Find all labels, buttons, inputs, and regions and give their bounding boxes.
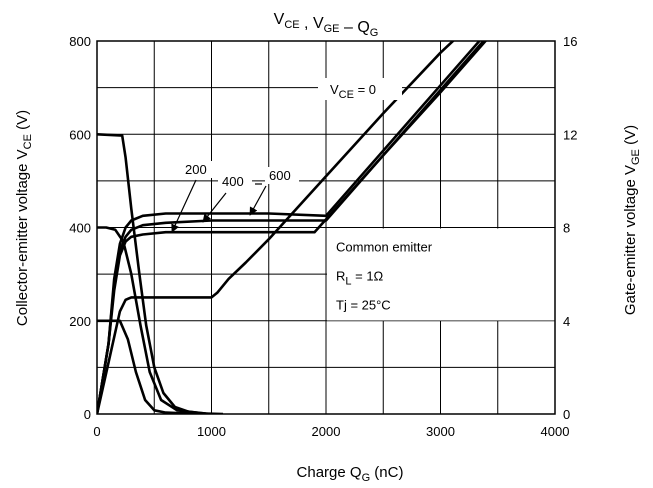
x-tick-label-3: 3000 [426, 424, 455, 439]
series-left-600-2 [97, 133, 224, 414]
legend-line-2: Tj = 25°C [336, 298, 391, 313]
vce-label-600: 600 [269, 168, 291, 183]
y-left-axis-ticks: 0 200 400 600 800 [69, 34, 91, 422]
plot-frame [96, 40, 556, 415]
y-left-tick-label-0: 0 [84, 407, 91, 422]
y-right-tick-label-1: 4 [563, 314, 570, 329]
y-left-tick-label-3: 600 [69, 127, 91, 142]
vce-arrow-600 [249, 185, 267, 216]
y-right-tick-label-4: 16 [563, 34, 577, 49]
vce-arrow-400 [202, 192, 227, 223]
x-axis-label: Charge QG (nC) [297, 464, 404, 484]
y-left-axis-label: Collector-emitter voltage VCE (V) [14, 110, 34, 326]
annotations: VCE = 0 200 400 600 [171, 78, 402, 233]
x-tick-label-0: 0 [93, 424, 100, 439]
vce-label-bg-600 [265, 167, 299, 184]
legend-line-1: RL = 1Ω [336, 269, 384, 288]
legend-line-0: Common emitter [336, 240, 433, 255]
vce-label-200: 200 [185, 162, 207, 177]
vce-label-400: 400 [222, 174, 244, 189]
vce-arrow-200 [171, 179, 197, 233]
y-left-tick-label-4: 800 [69, 34, 91, 49]
y-right-tick-label-0: 0 [563, 407, 570, 422]
series-group [97, 41, 488, 414]
series-right-600-6 [97, 41, 482, 414]
x-tick-label-4: 4000 [541, 424, 570, 439]
y-left-tick-label-1: 200 [69, 314, 91, 329]
vce-label-bg-400 [218, 173, 252, 190]
y-right-tick-label-3: 12 [563, 127, 577, 142]
legend-box [327, 228, 557, 321]
y-right-tick-label-2: 8 [563, 221, 570, 236]
y-left-tick-label-2: 400 [69, 221, 91, 236]
x-tick-label-1: 1000 [197, 424, 226, 439]
y-right-axis-label: Gate-emitter voltage VGE (V) [622, 125, 642, 315]
vce-label-bg-200 [181, 161, 215, 178]
series-left-200-0 [97, 319, 212, 414]
series-right-600-5 [97, 41, 486, 414]
chart-title: VCE , VGE – QG [274, 11, 379, 39]
vce0-label: VCE = 0 [330, 82, 376, 101]
x-axis-ticks: 0 1000 2000 3000 4000 [93, 424, 569, 439]
vce0-label-bg [318, 78, 402, 100]
x-tick-label-2: 2000 [312, 424, 341, 439]
legend: Common emitter RL = 1Ω Tj = 25°C [336, 240, 433, 313]
series-right-200-3 [97, 41, 455, 414]
y-right-axis-ticks: 0 4 8 12 16 [563, 34, 577, 422]
